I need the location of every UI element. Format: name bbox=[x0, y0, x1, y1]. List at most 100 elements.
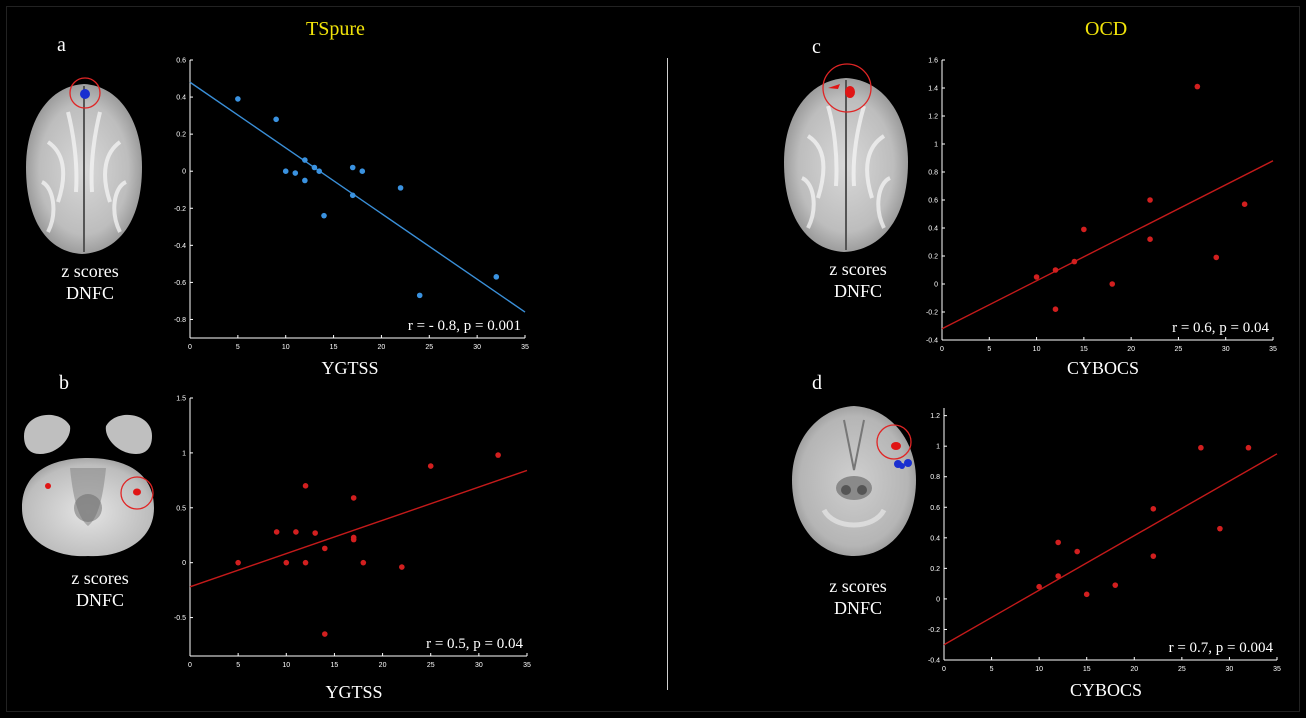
data-point bbox=[302, 177, 308, 184]
y-tick-label: 1.6 bbox=[928, 58, 938, 65]
scatter-chart-c: 1.61.41.210.80.60.40.20-0.2-0.40 5 10 15 20 2… bbox=[926, 58, 1277, 354]
data-point bbox=[1055, 573, 1061, 579]
y-tick-label: 0.2 bbox=[176, 132, 186, 139]
x-tick-label: 0 bbox=[940, 346, 944, 353]
brain-label-b-line2: DNFC bbox=[75, 590, 124, 610]
y-tick-label: 0.2 bbox=[928, 254, 938, 261]
data-point bbox=[235, 96, 241, 102]
x-tick-label: 20 bbox=[378, 344, 386, 351]
data-point bbox=[399, 564, 405, 570]
data-point bbox=[1083, 591, 1090, 598]
x-tick-label: 10 bbox=[1033, 346, 1041, 353]
panel-letter-c: c bbox=[812, 36, 821, 58]
x-tick-label: 0 bbox=[942, 666, 946, 673]
x-tick-label: 35 bbox=[1273, 666, 1281, 673]
brain-b-cluster bbox=[133, 488, 141, 496]
xlabel-c: CYBOCS bbox=[1066, 358, 1140, 378]
y-tick-label: -0.4 bbox=[174, 243, 186, 250]
y-tick-label: 0.4 bbox=[930, 535, 940, 542]
xlabel-b: YGTSS bbox=[325, 682, 383, 702]
plot-area: 1.61.41.210.80.60.40.20-0.2-0.40 5 10 15 20 2… bbox=[926, 58, 1277, 354]
data-point bbox=[359, 168, 366, 174]
data-point bbox=[1052, 267, 1059, 273]
x-tick-label: 0 bbox=[188, 662, 192, 669]
brain-image-d bbox=[792, 406, 916, 556]
y-tick-label: 1.4 bbox=[928, 86, 938, 93]
data-point bbox=[495, 452, 501, 458]
scatter-chart-d: 1.210.80.60.40.20-0.2-0.40 5 10 15 20 25 30 35r… bbox=[928, 408, 1281, 673]
y-tick-label: 0.4 bbox=[176, 95, 186, 102]
data-point bbox=[1150, 553, 1157, 559]
data-point bbox=[1241, 201, 1248, 207]
data-point bbox=[312, 530, 318, 536]
brain-c-cluster bbox=[845, 86, 855, 98]
x-tick-label: 20 bbox=[1130, 666, 1138, 673]
x-tick-label: 5 bbox=[236, 344, 240, 351]
data-point bbox=[493, 274, 500, 280]
plot-area: 1.5 1 0.5 0 -0.5 0 5 10 15 20 25 30 35 r = 0.5, p = 0… bbox=[174, 396, 531, 670]
brain-label-d: z scores DNFC bbox=[788, 575, 928, 619]
y-tick-label: 1.2 bbox=[930, 413, 940, 420]
xlabel-a: YGTSS bbox=[321, 358, 379, 378]
data-point bbox=[427, 463, 434, 469]
x-tick-label: 30 bbox=[473, 344, 481, 351]
data-point bbox=[1052, 306, 1059, 312]
brain-image-a bbox=[26, 77, 142, 254]
xlabel-d: CYBOCS bbox=[1069, 680, 1143, 700]
y-tick-label: 0 bbox=[182, 169, 186, 176]
panel-letter-a: a bbox=[57, 34, 66, 56]
data-point bbox=[1198, 444, 1204, 451]
y-tick-label: 1 bbox=[936, 444, 940, 451]
data-point bbox=[1081, 226, 1087, 233]
data-point bbox=[1071, 258, 1078, 265]
brain-c-roi-circle bbox=[822, 63, 872, 113]
scatter-chart-b: 1.5 1 0.5 0 -0.5 0 5 10 15 20 25 30 35 r = 0.5, p = 0… bbox=[174, 396, 531, 670]
data-point bbox=[1147, 236, 1153, 242]
y-tick-label: 1 bbox=[934, 142, 938, 149]
panel-letter-d: d bbox=[812, 372, 822, 394]
x-tick-label: 35 bbox=[1269, 346, 1277, 353]
x-tick-label: 25 bbox=[1175, 346, 1183, 353]
x-tick-label: 25 bbox=[427, 662, 435, 669]
x-tick-label: 15 bbox=[331, 662, 339, 669]
data-point bbox=[1112, 582, 1119, 588]
data-point bbox=[282, 168, 289, 174]
y-tick-label: 0.4 bbox=[928, 226, 938, 233]
data-point bbox=[302, 157, 308, 163]
brain-label-a: z scores DNFC bbox=[20, 260, 160, 304]
y-tick-label: -0.4 bbox=[926, 338, 938, 345]
data-point bbox=[350, 536, 357, 543]
data-point bbox=[1055, 539, 1061, 546]
brain-label-d-line1: z scores bbox=[829, 576, 887, 596]
plot-area: 1.210.80.60.40.20-0.2-0.40 5 10 15 20 25 30 35r… bbox=[928, 408, 1281, 673]
y-tick-label: 0 bbox=[934, 282, 938, 289]
y-tick-label: -0.2 bbox=[926, 310, 938, 317]
group-divider bbox=[667, 58, 668, 690]
data-point bbox=[1033, 274, 1040, 280]
y-tick-label: -0.4 bbox=[928, 658, 940, 665]
data-point bbox=[1074, 548, 1080, 555]
brain-d-cluster-red bbox=[891, 442, 901, 450]
y-tick-label: -0.2 bbox=[928, 627, 940, 634]
y-tick-label: 0.8 bbox=[928, 170, 938, 177]
x-tick-label: 35 bbox=[521, 344, 529, 351]
stat-annotation: r = 0.5, p = 0.04 bbox=[426, 636, 523, 652]
brain-label-c-line1: z scores bbox=[829, 259, 887, 279]
y-tick-label: 0 bbox=[182, 560, 186, 567]
y-tick-label: 0 bbox=[936, 596, 940, 603]
brain-d-roi-circle bbox=[876, 424, 912, 460]
data-point bbox=[1217, 525, 1223, 532]
data-point bbox=[273, 529, 280, 535]
data-point bbox=[1147, 197, 1153, 203]
data-point bbox=[350, 495, 357, 501]
data-point bbox=[302, 483, 309, 489]
x-tick-label: 25 bbox=[1178, 666, 1186, 673]
y-tick-label: 0.6 bbox=[928, 198, 938, 205]
y-tick-label: 0.6 bbox=[930, 505, 940, 512]
data-point bbox=[311, 164, 318, 171]
y-tick-label: 1.5 bbox=[176, 396, 186, 403]
y-tick-label: 0.5 bbox=[176, 505, 186, 512]
data-point bbox=[416, 292, 423, 299]
data-point bbox=[1036, 583, 1042, 590]
brain-image-b bbox=[22, 414, 154, 557]
